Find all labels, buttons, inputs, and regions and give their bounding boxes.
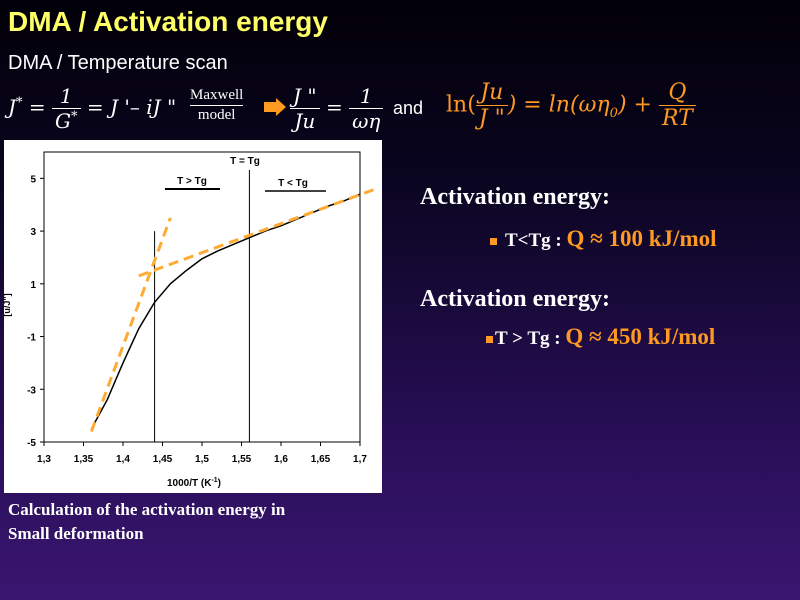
eq3-sub: 0 xyxy=(609,105,618,121)
eq3-frac-num: Ju xyxy=(480,80,504,105)
formula-arrhenius: ln( Ju J " ) = ln(ωη0) + Q RT xyxy=(446,80,696,131)
chart-x-label-sup: -1 xyxy=(211,477,217,484)
y-tick-label: -5 xyxy=(27,438,36,449)
eq1-rhs: = J '– iJ " xyxy=(86,95,177,119)
y-tick-label: 1 xyxy=(30,280,36,291)
activation-item-2: T > Tg : Q ≈ 450 kJ/mol xyxy=(486,324,715,350)
activation-heading-1: Activation energy: xyxy=(420,184,610,210)
chart-x-label-end: ) xyxy=(218,478,221,489)
activation-condition-2: T > Tg : xyxy=(495,328,561,349)
y-tick-label: -3 xyxy=(27,385,36,396)
x-tick-label: 1,3 xyxy=(37,454,51,465)
plot-frame xyxy=(43,151,361,443)
chart-caption: Calculation of the activation energy in … xyxy=(8,498,368,546)
fit-line-above-tg xyxy=(89,217,172,433)
eq1-lhs-sup: * xyxy=(16,95,23,111)
arrow-icon xyxy=(264,98,286,121)
x-tick-label: 1,4 xyxy=(116,454,130,465)
activation-chart: 1,3 1,35 1,4 1,45 1,5 1,55 1,6 1,65 1,7 5 3 1 -1 -3 -5… xyxy=(2,140,382,493)
x-tick-label: 1,35 xyxy=(74,454,94,465)
and-word: and xyxy=(393,98,424,118)
x-tick-label: 1,65 xyxy=(311,454,331,465)
eq1-frac-den-sup: * xyxy=(71,109,78,125)
x-tick-label: 1,55 xyxy=(232,454,252,465)
maxwell-top: Maxwell xyxy=(190,87,244,103)
y-tick-label: 5 xyxy=(30,174,36,185)
eq3-fraction: Ju J " xyxy=(475,80,508,131)
caption-line-2: Small deformation xyxy=(8,524,144,543)
eq3-frac-den: J " xyxy=(475,105,508,131)
chart-svg: 1,3 1,35 1,4 1,45 1,5 1,55 1,6 1,65 1,7 5 3 1 -1 -3 -5… xyxy=(2,151,377,489)
chart-x-label: 1000/T (K-1) xyxy=(167,477,221,489)
eq2-fraction: J " Ju xyxy=(290,84,320,133)
bullet-icon xyxy=(490,238,497,246)
activation-condition-1: T<Tg : xyxy=(505,230,562,251)
chart-x-label-main: 1000/T (K xyxy=(167,478,212,489)
eq1-fraction: 1 G* xyxy=(52,84,81,133)
formula-maxwell: J " Ju = 1 ωη xyxy=(290,84,384,133)
eq3-q-den: RT xyxy=(658,105,696,131)
tg-annotation: T = Tg xyxy=(230,156,260,167)
eq3-end: ) + xyxy=(617,92,652,118)
slide-title: DMA / Activation energy xyxy=(8,6,328,37)
maxwell-model-label: Maxwell model xyxy=(190,86,244,125)
eq1-frac-den: G* xyxy=(52,108,81,133)
slide-subtitle: DMA / Temperature scan xyxy=(8,52,228,74)
activation-value-1: Q ≈ 100 kJ/mol xyxy=(566,226,717,251)
maxwell-bottom: model xyxy=(190,105,244,125)
x-tick-label: 1,45 xyxy=(153,454,173,465)
eq3-q-num: Q xyxy=(668,80,687,105)
eq3-mid: ) = ln(ωη xyxy=(507,92,610,118)
eq1-frac-num: 1 xyxy=(59,84,73,108)
region-right-label: T < Tg xyxy=(278,178,308,189)
bullet-icon xyxy=(486,336,493,344)
eq1-lhs: J xyxy=(8,95,17,119)
eq2-rhs-den: ωη xyxy=(349,108,384,133)
data-curve xyxy=(90,193,361,430)
activation-heading-2: Activation energy: xyxy=(420,286,610,312)
eq3-ln1: ln( xyxy=(446,92,476,118)
eq2-frac-den: Ju xyxy=(290,108,320,133)
activation-item-1: T<Tg : Q ≈ 100 kJ/mol xyxy=(490,226,717,252)
activation-value-2: Q ≈ 450 kJ/mol xyxy=(565,324,716,349)
eq2-rhs-num: 1 xyxy=(359,84,373,108)
y-tick-label: 3 xyxy=(30,227,36,238)
y-tick-label: -1 xyxy=(27,333,36,344)
eq2-rhs-fraction: 1 ωη xyxy=(349,84,384,133)
region-left-label: T > Tg xyxy=(177,176,207,187)
fit-line-below-tg xyxy=(138,187,377,278)
x-tick-label: 1,6 xyxy=(274,454,288,465)
chart-y-label: [u/J"] xyxy=(4,293,12,316)
x-tick-label: 1,7 xyxy=(353,454,367,465)
caption-line-1: Calculation of the activation energy in xyxy=(8,500,286,519)
formula-complex-compliance: J* = 1 G* = J '– iJ " xyxy=(8,84,177,133)
eq2-frac-num: J " xyxy=(293,84,317,108)
eq1-frac-den-text: G xyxy=(55,109,71,133)
eq3-q-fraction: Q RT xyxy=(658,80,696,131)
x-tick-label: 1,5 xyxy=(195,454,209,465)
